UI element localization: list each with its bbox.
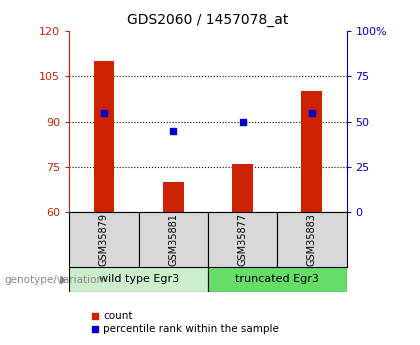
Bar: [208, 267, 346, 292]
Text: GSM35881: GSM35881: [168, 213, 178, 266]
Text: GSM35877: GSM35877: [238, 213, 247, 266]
Bar: [69, 267, 208, 292]
Text: count: count: [103, 311, 132, 321]
Text: genotype/variation: genotype/variation: [4, 275, 103, 285]
Polygon shape: [61, 276, 65, 284]
Bar: [94, 61, 114, 212]
Text: GSM35883: GSM35883: [307, 213, 317, 266]
Bar: [232, 164, 253, 212]
Bar: [302, 91, 322, 212]
Text: percentile rank within the sample: percentile rank within the sample: [103, 325, 279, 334]
Bar: [163, 182, 184, 212]
Bar: [69, 212, 139, 267]
Bar: [208, 212, 277, 267]
Text: wild type Egr3: wild type Egr3: [99, 275, 178, 284]
Text: GSM35879: GSM35879: [99, 213, 109, 266]
Bar: [277, 212, 346, 267]
Bar: [139, 212, 208, 267]
Text: truncated Egr3: truncated Egr3: [235, 275, 319, 284]
Title: GDS2060 / 1457078_at: GDS2060 / 1457078_at: [127, 13, 289, 27]
